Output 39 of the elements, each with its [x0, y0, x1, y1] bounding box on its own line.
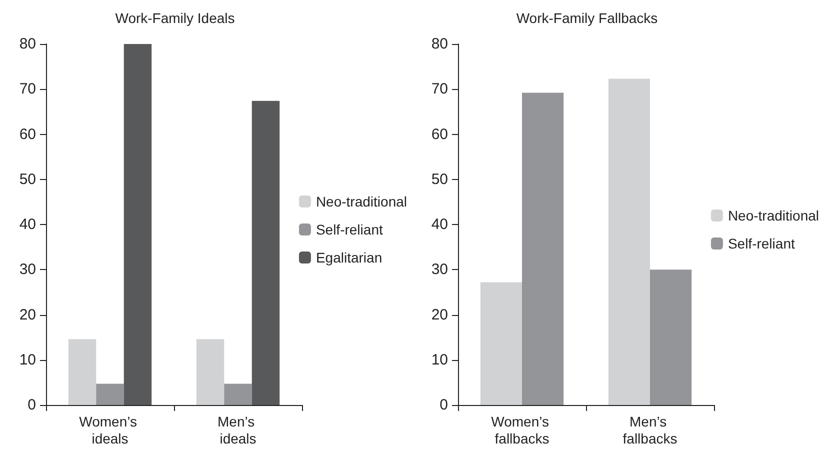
y-tick-label: 40: [431, 216, 448, 233]
y-tick-label: 20: [431, 306, 448, 324]
y-tick-label: 50: [19, 170, 36, 188]
legend-label: Self-reliant: [728, 236, 795, 252]
y-tick-label: 40: [19, 216, 36, 233]
y-tick-label: 60: [19, 126, 36, 143]
bar: [608, 78, 650, 405]
legend-label: Egalitarian: [316, 250, 382, 266]
chart-title: Work-Family Ideals: [115, 10, 235, 26]
bar: [68, 339, 96, 405]
bar: [124, 44, 152, 405]
legend-label: Neo-traditional: [728, 208, 820, 224]
bar: [480, 282, 522, 405]
y-tick-label: 70: [431, 80, 448, 98]
y-tick-label: 30: [19, 261, 36, 278]
y-tick-label: 50: [431, 170, 448, 188]
bar: [224, 384, 252, 405]
x-tick-label: Men’s ideals: [218, 414, 258, 446]
y-tick-label: 60: [431, 126, 448, 143]
legend-label: Neo-traditional: [316, 194, 408, 210]
bar: [252, 100, 280, 405]
x-tick-label: Women’s fallbacks: [491, 414, 553, 446]
bar: [522, 92, 564, 405]
x-tick-label: Women’s ideals: [79, 414, 141, 446]
x-tick-label: Men’s fallbacks: [622, 414, 678, 446]
y-tick-label: 80: [19, 36, 36, 52]
y-tick-label: 0: [28, 396, 36, 414]
y-tick-label: 10: [431, 351, 448, 368]
y-tick-label: 80: [431, 36, 448, 52]
bar: [96, 384, 124, 405]
y-tick-label: 10: [19, 351, 36, 368]
bar: [196, 339, 224, 405]
y-tick-label: 30: [431, 261, 448, 278]
chart-title: Work-Family Fallbacks: [516, 10, 658, 26]
legend-label: Self-reliant: [316, 222, 383, 238]
y-tick-label: 70: [19, 80, 36, 98]
y-tick-label: 20: [19, 306, 36, 324]
y-tick-label: 0: [440, 396, 448, 414]
bar: [650, 270, 692, 405]
